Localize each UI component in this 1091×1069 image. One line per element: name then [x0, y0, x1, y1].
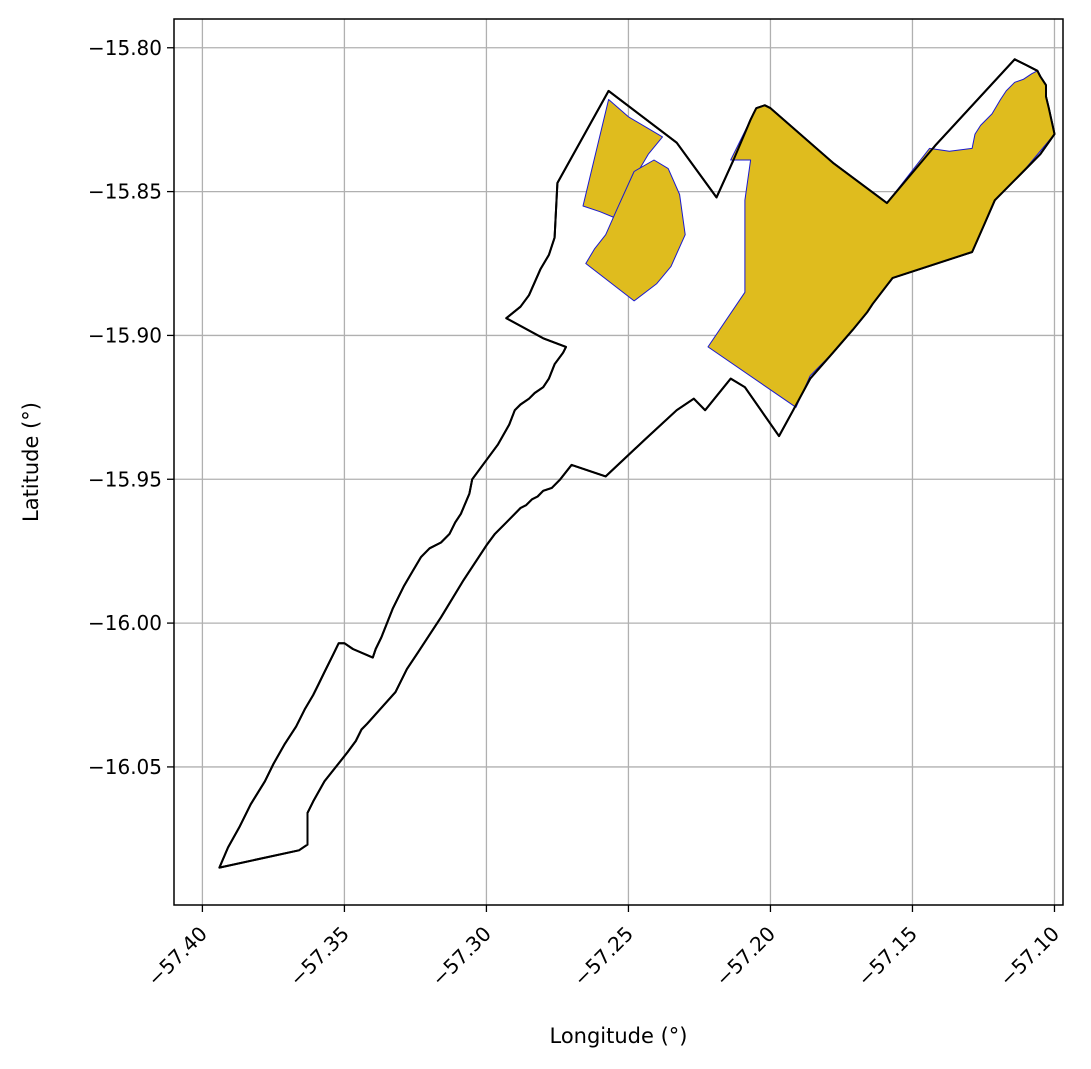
y-tick-label: −15.95	[88, 467, 162, 491]
y-tick-label: −15.90	[88, 323, 162, 347]
y-tick-label: −15.80	[88, 36, 162, 60]
y-tick-label: −15.85	[88, 180, 162, 204]
y-tick-label: −16.05	[88, 755, 162, 779]
x-axis-label: Longitude (°)	[549, 1024, 687, 1048]
map-layers	[218, 58, 1056, 869]
grid	[174, 19, 1063, 905]
plot-frame	[173, 18, 1064, 906]
y-axis-label: Latitude (°)	[19, 402, 43, 522]
highlighted-area-polygon	[582, 99, 663, 218]
y-tick-label: −16.00	[88, 611, 162, 635]
boundary-outline	[218, 58, 1056, 869]
highlighted-area-polygon	[585, 159, 686, 302]
